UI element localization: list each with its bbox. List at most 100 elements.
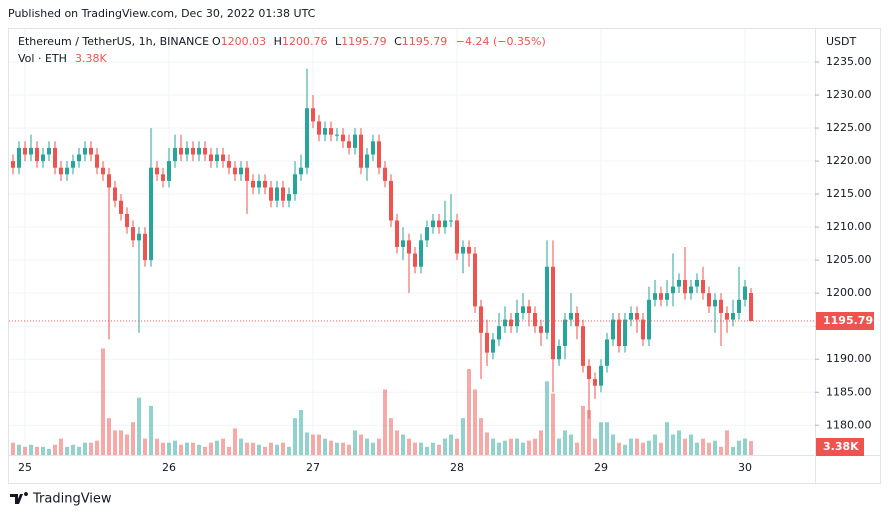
candle-body <box>449 220 453 222</box>
volume-bar <box>389 418 393 455</box>
change: −4.24 (−0.35%) <box>456 35 546 48</box>
volume-bar <box>209 442 213 455</box>
volume-bar <box>281 442 285 455</box>
volume-bar <box>305 432 309 455</box>
y-tick-label: 1200.00 <box>826 286 872 299</box>
volume-bar <box>659 442 663 455</box>
volume-bar <box>221 438 225 455</box>
volume-bar <box>185 442 189 455</box>
volume-title: Vol · ETH <box>18 52 67 65</box>
candle-body <box>191 147 195 155</box>
candle-body <box>569 313 573 320</box>
volume-bar <box>47 448 51 455</box>
volume-bar <box>479 418 483 455</box>
candle-body <box>305 108 309 168</box>
candle-body <box>443 220 447 228</box>
volume-bar <box>737 440 741 455</box>
candle-body <box>347 141 351 148</box>
ohlc-value: 1200.03 <box>221 35 267 48</box>
x-tick-label: 27 <box>306 461 320 474</box>
candle-body <box>341 134 345 142</box>
volume-bar <box>635 438 639 455</box>
candle-body <box>335 134 339 136</box>
candle-body <box>365 154 369 168</box>
x-tick-label: 30 <box>738 461 752 474</box>
volume-bar <box>713 440 717 455</box>
y-tick-label: 1215.00 <box>826 187 872 200</box>
volume-bar <box>671 434 675 455</box>
candle-body <box>605 339 609 366</box>
candle-body <box>281 187 285 201</box>
candle-body <box>401 240 405 247</box>
candle-body <box>41 154 45 162</box>
candle-body <box>251 180 255 188</box>
candle-body <box>317 121 321 135</box>
volume-bar <box>329 440 333 455</box>
volume-bar <box>119 430 123 455</box>
volume-bar <box>59 438 63 455</box>
candle-body <box>461 246 465 254</box>
volume-bar <box>23 446 27 455</box>
candle-body <box>227 161 231 168</box>
last-price-label: 1195.79 <box>823 314 873 327</box>
volume-bar <box>581 405 585 455</box>
volume-bar <box>617 442 621 455</box>
candle-body <box>551 266 555 360</box>
candle-body <box>611 319 615 340</box>
y-tick-label: 1185.00 <box>826 385 872 398</box>
candle-body <box>575 313 579 327</box>
plot <box>9 29 815 455</box>
y-tick-label: 1210.00 <box>826 220 872 233</box>
volume-bar <box>299 409 303 455</box>
volume-bar <box>191 442 195 455</box>
candle-body <box>29 147 33 155</box>
volume-bar <box>653 434 657 455</box>
candle-body <box>71 161 75 168</box>
y-tick-label: 1235.00 <box>826 55 872 68</box>
candle-body <box>167 161 171 181</box>
volume-bar <box>173 440 177 455</box>
volume-bar <box>371 442 375 455</box>
candle-body <box>239 167 243 175</box>
candle-body <box>107 174 111 188</box>
volume-bar <box>251 442 255 455</box>
volume-bar <box>587 409 591 455</box>
legend: Ethereum / TetherUS, 1h, BINANCE O1200.0… <box>18 35 546 65</box>
candle-body <box>491 339 495 353</box>
volume-bar <box>485 432 489 455</box>
candle-body <box>149 167 153 261</box>
volume-bar <box>749 441 753 455</box>
volume-bar <box>449 434 453 455</box>
candle-body <box>269 187 273 201</box>
candle-body <box>185 147 189 155</box>
volume-bar <box>545 381 549 455</box>
candle-body <box>635 313 639 320</box>
candle-body <box>725 313 729 320</box>
volume-bar <box>401 434 405 455</box>
volume-bar <box>539 430 543 455</box>
volume-bar <box>497 442 501 455</box>
volume-bar <box>89 442 93 455</box>
candle-body <box>413 253 417 267</box>
candle-body <box>545 266 549 333</box>
volume-bar <box>77 446 81 455</box>
volume-bar <box>569 434 573 455</box>
candle-body <box>53 147 57 168</box>
volume-bar <box>437 444 441 455</box>
candle-body <box>731 313 735 320</box>
last-price-tag <box>816 311 874 330</box>
published: Published on TradingView.com, Dec 30, 20… <box>8 7 316 20</box>
volume-bar <box>719 446 723 455</box>
volume-bar <box>29 444 33 455</box>
candle-body <box>245 167 249 181</box>
volume-bar <box>455 438 459 455</box>
y-tick-label: 1230.00 <box>826 88 872 101</box>
volume-bar <box>149 405 153 455</box>
volume-bar <box>155 438 159 455</box>
candle-body <box>467 246 471 254</box>
volume-bar <box>323 438 327 455</box>
volume-bar <box>179 444 183 455</box>
volume-bar <box>233 428 237 455</box>
candle-body <box>659 293 663 300</box>
volume-bar <box>35 446 39 455</box>
